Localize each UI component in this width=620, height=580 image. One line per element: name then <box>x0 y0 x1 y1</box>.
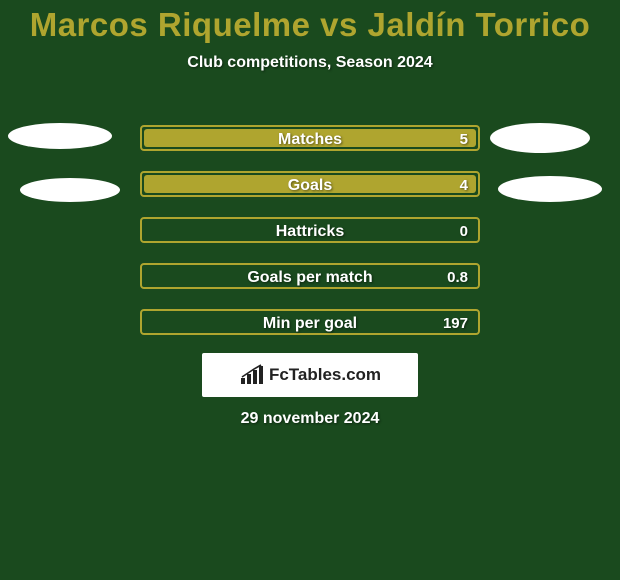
stat-row: Min per goal197 <box>140 309 480 335</box>
stat-value: 5 <box>460 127 468 149</box>
page-title: Marcos Riquelme vs Jaldín Torrico <box>0 0 620 44</box>
stat-label: Goals <box>142 173 478 195</box>
stat-label: Hattricks <box>142 219 478 241</box>
stat-value: 4 <box>460 173 468 195</box>
page-subtitle: Club competitions, Season 2024 <box>0 54 620 72</box>
stat-row: Goals4 <box>140 171 480 197</box>
stat-value: 197 <box>443 311 468 333</box>
stat-value: 0.8 <box>447 265 468 287</box>
stat-row: Goals per match0.8 <box>140 263 480 289</box>
stat-label: Matches <box>142 127 478 149</box>
comparison-infographic: Marcos Riquelme vs Jaldín Torrico Club c… <box>0 0 620 580</box>
stat-row: Hattricks0 <box>140 217 480 243</box>
stat-value: 0 <box>460 219 468 241</box>
stat-label: Goals per match <box>142 265 478 287</box>
barchart-icon <box>239 364 265 386</box>
decorative-ellipse <box>20 178 120 202</box>
decorative-ellipse <box>8 123 112 149</box>
date-label: 29 november 2024 <box>0 410 620 428</box>
stat-rows: Matches5Goals4Hattricks0Goals per match0… <box>140 125 480 355</box>
decorative-ellipse <box>498 176 602 202</box>
fctables-logo: FcTables.com <box>202 353 418 397</box>
stat-label: Min per goal <box>142 311 478 333</box>
logo-text: FcTables.com <box>269 365 381 385</box>
decorative-ellipse <box>490 123 590 153</box>
stat-row: Matches5 <box>140 125 480 151</box>
